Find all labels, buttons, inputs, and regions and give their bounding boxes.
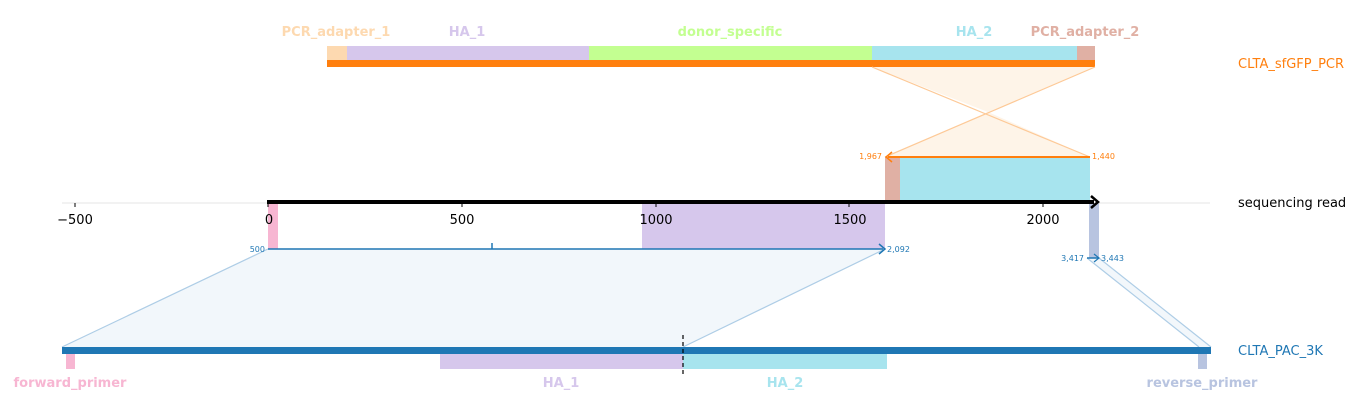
read-name: sequencing read bbox=[1238, 196, 1346, 211]
bottom-feature-reverse-primer bbox=[1198, 354, 1207, 369]
bottom-feature-label-ha-2: HA_2 bbox=[767, 376, 804, 391]
bottom-aligned-ha-1 bbox=[642, 203, 885, 249]
bottom-feature-ha-2 bbox=[683, 354, 887, 369]
top-feature-label-pcr-adapter-2: PCR_adapter_2 bbox=[1031, 25, 1140, 40]
bottom-alignment-fill-2 bbox=[1087, 258, 1211, 347]
bottom-alignment-edge-1a bbox=[61, 248, 269, 348]
bottom-alignment-edge-2a bbox=[1086, 257, 1200, 348]
top-aligned-pcr-adapter-2 bbox=[885, 157, 900, 202]
bottom-aligned-start-label-2: 3,417 bbox=[1061, 254, 1084, 263]
bottom-aligned-forward-primer bbox=[268, 203, 278, 249]
bottom-reference-bar bbox=[62, 347, 1211, 354]
bottom-feature-label-ha-1: HA_1 bbox=[543, 376, 580, 391]
bottom-aligned-segment-1: 500 2,092 bbox=[250, 203, 910, 255]
top-feature-donor-specific bbox=[589, 46, 872, 61]
bottom-aligned-reverse-primer bbox=[1089, 203, 1099, 258]
bottom-feature-forward-primer bbox=[66, 354, 75, 369]
bottom-alignment-band-2 bbox=[1086, 257, 1212, 348]
top-aligned-segment: 1,967 1,440 bbox=[859, 151, 1115, 202]
read-tick-label: 0 bbox=[265, 213, 273, 228]
top-aligned-start-label: 1,967 bbox=[859, 152, 882, 161]
read-tick-label: 2000 bbox=[1026, 213, 1059, 228]
top-aligned-end-label: 1,440 bbox=[1092, 152, 1115, 161]
bottom-aligned-start-label-1: 500 bbox=[250, 245, 265, 254]
top-feature-pcr-adapter-1 bbox=[327, 46, 347, 61]
top-aligned-arrow bbox=[884, 151, 893, 163]
bottom-reference-name: CLTA_PAC_3K bbox=[1238, 344, 1323, 359]
top-reference-name: CLTA_sfGFP_PCR bbox=[1238, 57, 1344, 72]
top-feature-label-ha-1: HA_1 bbox=[449, 25, 486, 40]
top-alignment-fill-right bbox=[885, 112, 1090, 157]
bottom-aligned-end-label-1: 2,092 bbox=[887, 245, 910, 254]
read-tick-label: 1000 bbox=[639, 213, 672, 228]
bottom-reference: forward_primer HA_1 HA_2 reverse_primer … bbox=[14, 335, 1323, 391]
bottom-alignment-edge-2b bbox=[1098, 257, 1212, 348]
top-feature-pcr-adapter-2 bbox=[1077, 46, 1095, 61]
read-tick-label: 1500 bbox=[833, 213, 866, 228]
read-arrow bbox=[1090, 195, 1100, 209]
bottom-aligned-arrow-1 bbox=[878, 243, 887, 255]
bottom-aligned-arrow-2 bbox=[1093, 253, 1100, 263]
top-feature-ha-1 bbox=[347, 46, 589, 61]
bottom-alignment-band-1 bbox=[61, 248, 886, 348]
bottom-feature-label-reverse-primer: reverse_primer bbox=[1147, 376, 1259, 391]
top-feature-ha-2 bbox=[872, 46, 1077, 61]
read-axis: −500 0 500 1000 1500 2000 sequencing rea… bbox=[57, 195, 1346, 228]
read-tick-label: 500 bbox=[450, 213, 475, 228]
bottom-aligned-end-label-2: 3,443 bbox=[1101, 254, 1124, 263]
bottom-aligned-segment-2: 3,417 3,443 bbox=[1061, 203, 1124, 263]
top-aligned-ha-2 bbox=[900, 157, 1090, 202]
bottom-alignment-edge-1b bbox=[682, 248, 886, 348]
top-alignment-band bbox=[871, 66, 1096, 158]
top-alignment-edge-1 bbox=[871, 66, 1091, 158]
top-feature-label-ha-2: HA_2 bbox=[956, 25, 993, 40]
top-alignment-edge-2 bbox=[884, 66, 1096, 158]
read-tick-label: −500 bbox=[57, 213, 93, 228]
top-reference-bar bbox=[327, 60, 1095, 67]
bottom-feature-label-forward-primer: forward_primer bbox=[14, 376, 128, 391]
top-feature-label-pcr-adapter-1: PCR_adapter_1 bbox=[282, 25, 391, 40]
bottom-alignment-fill-1 bbox=[62, 249, 885, 347]
top-feature-label-donor-specific: donor_specific bbox=[678, 25, 783, 40]
top-reference: PCR_adapter_1 HA_1 donor_specific HA_2 P… bbox=[282, 25, 1344, 72]
bottom-feature-ha-1 bbox=[440, 354, 683, 369]
top-alignment-fill-left bbox=[872, 67, 1095, 112]
